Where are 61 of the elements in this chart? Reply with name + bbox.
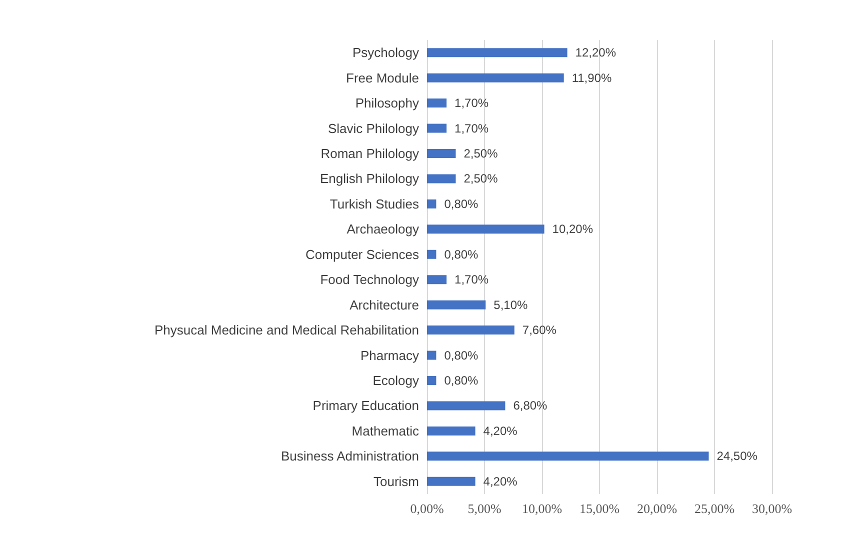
- y-tick-label: Pharmacy: [360, 348, 420, 363]
- y-tick-label: Philosophy: [355, 96, 420, 111]
- y-tick-label: Food Technology: [320, 272, 420, 288]
- x-tick-label: 10,00%: [522, 501, 562, 516]
- bar: [427, 300, 486, 310]
- bar: [427, 401, 506, 410]
- bar: [427, 426, 476, 436]
- data-label: 5,10%: [494, 298, 528, 312]
- y-tick-label: English Philology: [320, 171, 420, 186]
- bar: [427, 476, 476, 486]
- bar: [427, 376, 436, 385]
- data-label: 2,50%: [464, 172, 498, 186]
- bar: [427, 149, 456, 158]
- x-tick-label: 25,00%: [694, 501, 735, 516]
- data-label: 11,90%: [572, 70, 612, 85]
- bar: [427, 326, 514, 335]
- bar: [427, 73, 564, 82]
- y-tick-label: Business Administration: [280, 448, 419, 464]
- y-tick-label: Architecture: [350, 297, 419, 312]
- bar: [427, 98, 447, 108]
- bar: [427, 224, 544, 234]
- y-tick-label: Psychology: [352, 45, 420, 60]
- data-label: 0,80%: [444, 247, 479, 262]
- data-label: 1,70%: [454, 272, 489, 287]
- y-tick-label: Turkish Studies: [330, 196, 420, 212]
- x-tick-label: 15,00%: [579, 501, 620, 516]
- data-label: 24,50%: [716, 449, 758, 464]
- y-tick-label: Slavic Philology: [328, 120, 420, 136]
- bar: [427, 124, 447, 133]
- bar: [427, 250, 436, 259]
- x-tick-label: 5,00%: [468, 501, 502, 516]
- data-label: 10,20%: [552, 222, 594, 236]
- data-label: 7,60%: [522, 323, 557, 338]
- data-label: 4,20%: [483, 424, 518, 438]
- data-label: 0,80%: [444, 196, 479, 211]
- data-label: 0,80%: [444, 348, 479, 362]
- x-tick-label: 0,00%: [410, 501, 444, 516]
- data-label: 6,80%: [513, 398, 548, 413]
- bar: [427, 48, 568, 58]
- bar: [427, 350, 436, 360]
- data-label: 4,20%: [483, 474, 518, 488]
- bar: [427, 275, 447, 284]
- data-label: 0,80%: [444, 374, 479, 388]
- bar: [427, 174, 456, 184]
- y-tick-label: Roman Philology: [320, 146, 420, 161]
- y-tick-label: Physucal Medicine and Medical Rehabilitation: [154, 322, 419, 338]
- y-tick-label: Free Module: [346, 70, 419, 86]
- data-label: 1,70%: [454, 121, 489, 136]
- data-label: 12,20%: [575, 46, 616, 60]
- y-tick-label: Ecology: [372, 373, 420, 388]
- x-tick-label: 20,00%: [636, 501, 678, 516]
- y-tick-label: Computer Sciences: [306, 246, 420, 262]
- bar: [427, 452, 709, 461]
- data-label: 2,50%: [464, 146, 498, 160]
- y-tick-label: Mathematic: [352, 423, 420, 438]
- data-label: 1,70%: [454, 96, 489, 110]
- y-tick-label: Tourism: [373, 474, 419, 489]
- y-tick-label: Primary Education: [312, 398, 419, 414]
- bar: [427, 199, 436, 208]
- x-tick-label: 30,00%: [752, 501, 792, 516]
- y-tick-label: Archaeology: [346, 222, 420, 237]
